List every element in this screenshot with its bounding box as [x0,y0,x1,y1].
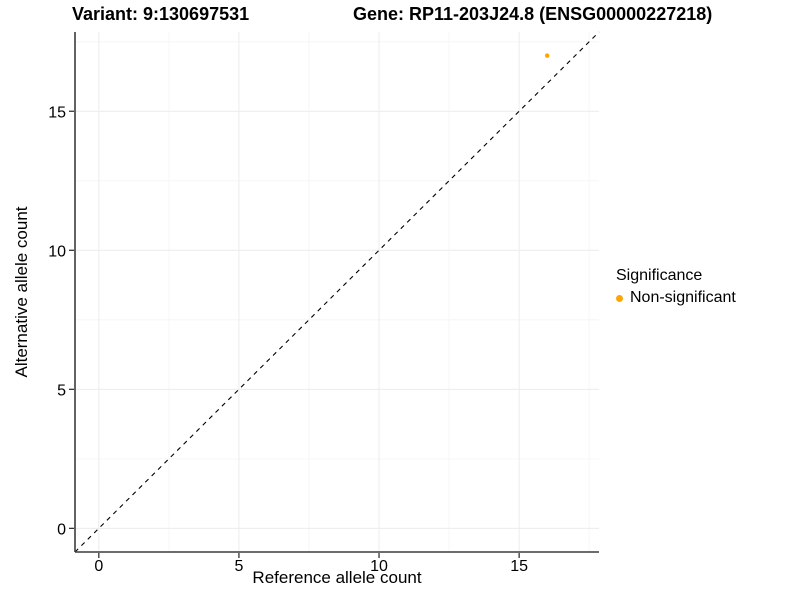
y-tick-label: 10 [48,243,66,260]
data-point [544,53,550,58]
y-tick-label: 5 [57,382,66,399]
identity-dashed-line [74,31,600,553]
y-tick-label: 15 [48,104,66,121]
x-tick-label: 15 [510,558,528,575]
legend-title: Significance [616,267,703,284]
x-tick-label: 0 [94,558,103,575]
x-tick-label: 10 [370,558,388,575]
legend-point-icon [616,294,623,302]
variant-title: Variant: 9:130697531 [72,4,250,24]
legend-item: Non-significant [616,289,736,307]
y-tick-label: 0 [57,521,66,538]
legend: Significance Non-significant [616,267,736,307]
x-axis-title: Reference allele count [252,568,422,587]
x-tick-label: 5 [234,558,243,575]
gene-title: Gene: RP11-203J24.8 (ENSG00000227218) [353,4,713,24]
legend-items: Non-significant [616,289,736,307]
legend-item-label: Non-significant [630,289,736,306]
